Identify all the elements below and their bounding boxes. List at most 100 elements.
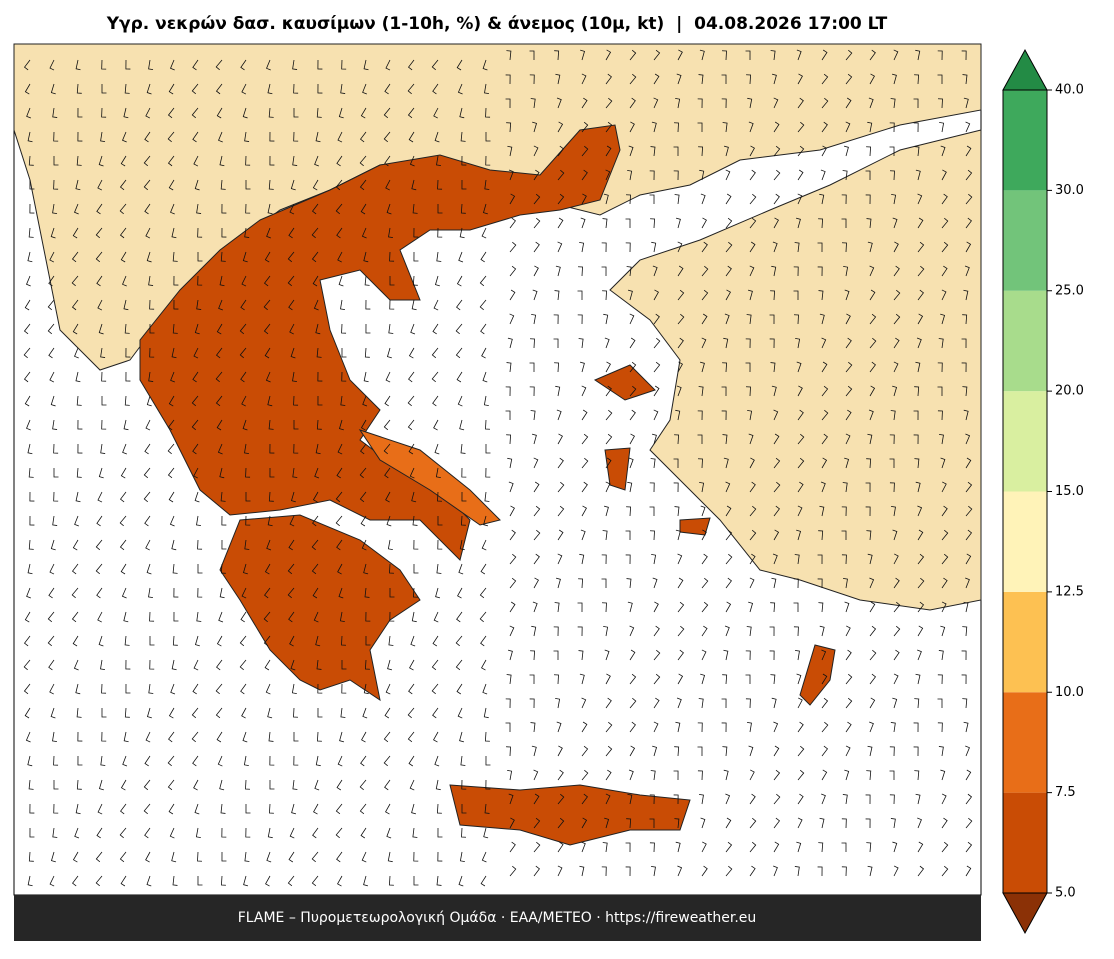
wind-barb xyxy=(194,179,200,191)
wind-barb xyxy=(700,505,706,517)
wind-barb xyxy=(746,314,752,325)
wind-barb xyxy=(962,74,968,85)
wind-barb xyxy=(122,275,127,287)
wind-barb xyxy=(23,683,31,695)
wind-barb xyxy=(484,179,490,190)
wind-barb xyxy=(845,49,853,61)
wind-barb xyxy=(431,683,439,695)
wind-barb xyxy=(311,539,319,551)
colorbar-bin xyxy=(1003,591,1047,693)
wind-barb xyxy=(53,467,59,478)
wind-barb xyxy=(701,217,707,229)
wind-barb xyxy=(435,467,441,479)
wind-barb xyxy=(336,779,343,791)
wind-barb xyxy=(49,683,55,695)
crete xyxy=(449,784,691,846)
wind-barb xyxy=(557,121,564,133)
wind-barb xyxy=(359,155,367,167)
wind-barb xyxy=(124,323,130,334)
wind-barb xyxy=(480,563,487,575)
wind-barb xyxy=(245,491,251,502)
wind-barb xyxy=(23,59,31,71)
wind-barb xyxy=(311,563,319,575)
wind-barb xyxy=(749,457,755,469)
wind-barb xyxy=(821,457,828,469)
wind-barb xyxy=(317,59,323,70)
wind-barb xyxy=(408,371,415,383)
wind-barb xyxy=(28,155,34,166)
wind-barb xyxy=(749,217,757,229)
wind-barb xyxy=(818,530,824,541)
wind-barb xyxy=(601,866,607,877)
wind-barb xyxy=(197,875,203,886)
wind-barb xyxy=(604,649,610,661)
wind-barb xyxy=(53,155,59,166)
wind-barb xyxy=(317,683,323,694)
wind-barb xyxy=(172,563,178,574)
wind-barb xyxy=(773,457,781,469)
wind-barb xyxy=(267,203,273,215)
wind-barb xyxy=(77,731,83,742)
wind-barb xyxy=(941,481,947,493)
wind-barb xyxy=(124,707,130,718)
wind-barb xyxy=(484,803,490,814)
wind-barb xyxy=(818,602,824,613)
wind-barb xyxy=(245,203,251,214)
wind-barb xyxy=(866,218,872,229)
wind-barb xyxy=(581,769,589,781)
wind-barb xyxy=(479,275,487,287)
wind-barb xyxy=(27,131,33,143)
wind-barb xyxy=(723,145,729,157)
wind-barb xyxy=(461,779,467,790)
wind-barb xyxy=(915,49,921,61)
wind-barb xyxy=(482,683,488,695)
wind-barb xyxy=(675,721,681,733)
wind-barb xyxy=(119,515,127,527)
wind-barb xyxy=(100,443,106,454)
wind-barb xyxy=(772,241,778,253)
wind-barb xyxy=(167,419,175,431)
wind-barb xyxy=(915,481,921,493)
wind-barb xyxy=(384,83,391,95)
wind-barb xyxy=(265,371,271,383)
wind-barb xyxy=(292,779,298,790)
wind-barb xyxy=(893,241,899,253)
wind-barb xyxy=(818,290,824,301)
wind-barb xyxy=(531,313,537,325)
wind-barb xyxy=(796,49,802,61)
wind-barb xyxy=(27,875,33,887)
wind-barb xyxy=(745,698,751,709)
wind-barb xyxy=(674,506,680,517)
wind-barb xyxy=(363,251,369,263)
wind-barb xyxy=(408,443,415,455)
wind-barb xyxy=(653,721,659,733)
wind-barb xyxy=(218,611,224,623)
wind-barb xyxy=(192,443,199,455)
wind-barb xyxy=(916,337,922,349)
wind-barb xyxy=(650,865,656,877)
wind-barb xyxy=(269,779,275,790)
wind-barb xyxy=(407,731,415,743)
wind-barb xyxy=(651,121,657,133)
wind-barb xyxy=(167,131,175,143)
wind-barb xyxy=(701,577,709,589)
wind-barb xyxy=(869,289,876,301)
wind-barb xyxy=(698,146,704,157)
wind-barb xyxy=(697,98,703,109)
wind-barb xyxy=(413,851,419,862)
wind-barb xyxy=(364,347,370,358)
wind-barb xyxy=(581,97,588,109)
wind-barb xyxy=(819,505,825,517)
wind-barb xyxy=(412,515,418,526)
wind-barb xyxy=(844,769,850,781)
wind-barb xyxy=(459,107,465,119)
wind-barb xyxy=(579,673,585,685)
wind-barb xyxy=(312,515,319,527)
wind-barb xyxy=(580,49,586,61)
wind-barb xyxy=(458,875,464,887)
wind-barb xyxy=(47,323,55,335)
wind-barb xyxy=(360,515,367,527)
wind-barb xyxy=(749,241,756,253)
wind-barb xyxy=(196,611,202,622)
